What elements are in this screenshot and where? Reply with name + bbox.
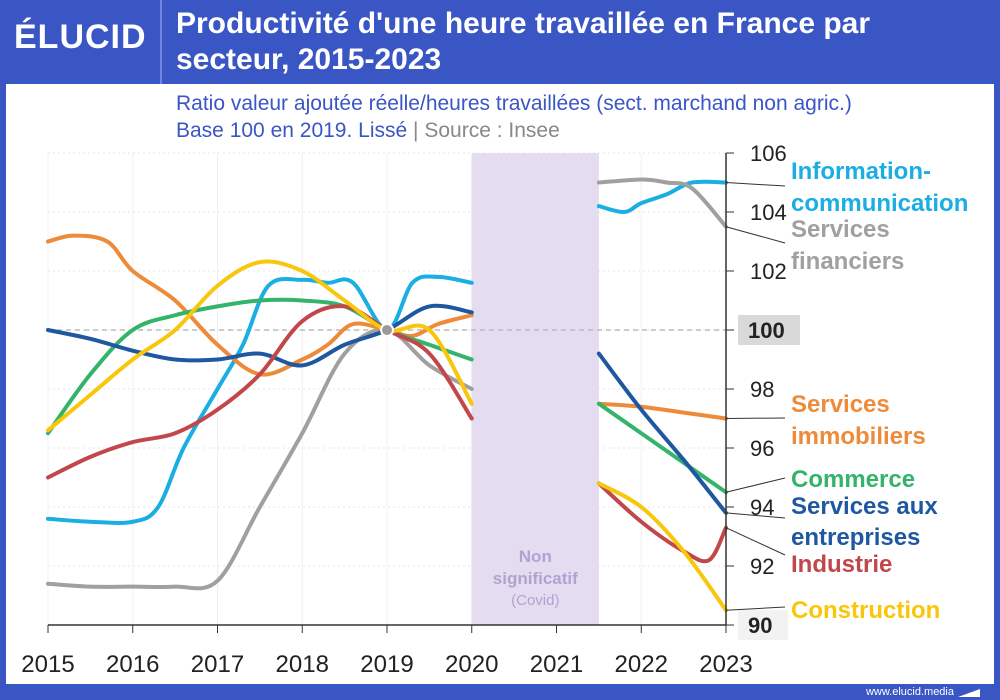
x-tick-label: 2020 (445, 651, 498, 678)
y-tick-100-highlight (738, 315, 800, 345)
series-label-services-immobiliers-line2: immobiliers (791, 423, 926, 450)
series-label-commerce-line1: Commerce (791, 466, 915, 493)
series-line-information-communication-segment-1 (46, 274, 474, 525)
series-line-information-communication-segment-2 (596, 179, 728, 215)
series-label-services-aux-entreprises-line1: Services aux (791, 493, 938, 520)
series-label-information-communication-line2: communication (791, 190, 968, 217)
y-tick-label: 90 (748, 613, 772, 638)
x-tick-label: 2021 (530, 651, 583, 678)
covid-label-line2: significatif (493, 569, 578, 588)
x-tick-label: 2023 (699, 651, 752, 678)
series-line-commerce-segment-2 (596, 401, 728, 495)
series-line-commerce-segment-1 (46, 297, 474, 436)
series-label-information-communication-line1: Information- (791, 158, 931, 185)
x-tick-label: 2022 (615, 651, 668, 678)
elucid-mark-icon (958, 689, 980, 697)
header-divider (160, 0, 162, 84)
series-line-construction-segment-1 (46, 259, 474, 433)
y-tick-90-highlight (738, 610, 788, 640)
chart-title-line1: Productivité d'une heure travaillée en F… (176, 7, 871, 40)
y-tick-label: 104 (750, 200, 787, 225)
leader-line-services-aux-entreprises (725, 512, 786, 519)
series-label-construction-line1: Construction (791, 597, 940, 624)
series-line-services-aux-entreprises-segment-2 (596, 351, 728, 515)
series-line-construction-segment-2 (596, 481, 728, 613)
leader-line-information-communication (725, 182, 786, 187)
series-line-services-immobiliers-segment-1 (46, 233, 474, 377)
series-label-services-financiers-line2: financiers (791, 248, 904, 275)
elucid-logo: ÉLUCID (14, 18, 147, 56)
series-line-services-aux-entreprises-segment-1 (46, 303, 474, 368)
covid-label-line1: Non (519, 547, 552, 566)
y-tick-label: 92 (750, 554, 774, 579)
chart-subtitle: Ratio valeur ajoutée réelle/heures trava… (176, 90, 852, 144)
subtitle-line1: Ratio valeur ajoutée réelle/heures trava… (176, 92, 852, 115)
x-tick-label: 2016 (106, 651, 159, 678)
series-line-industrie-segment-2 (596, 481, 728, 564)
footer-site[interactable]: www.elucid.media (865, 686, 954, 698)
y-tick-label: 96 (750, 436, 774, 461)
leader-line-construction (725, 606, 786, 611)
series-label-services-aux-entreprises-line2: entreprises (791, 524, 920, 551)
series-line-industrie-segment-1 (46, 304, 474, 480)
x-tick-label: 2019 (360, 651, 413, 678)
leader-line-industrie (725, 527, 786, 556)
header: ÉLUCID Productivité d'une heure travaill… (0, 0, 1000, 84)
series-label-services-immobiliers-line1: Services (791, 391, 890, 418)
leader-line-commerce (725, 477, 786, 493)
chart-title-line2: secteur, 2015-2023 (176, 43, 442, 76)
series-label-industrie-line1: Industrie (791, 551, 892, 578)
y-tick-label: 102 (750, 259, 787, 284)
base-point-2019 (380, 323, 394, 337)
series-label-services-financiers-line1: Services (791, 216, 890, 243)
series-line-services-immobiliers-segment-2 (596, 401, 728, 421)
y-tick-label: 106 (750, 141, 787, 166)
leader-line-services-financiers (725, 226, 786, 244)
chart-title: Productivité d'une heure travaillée en F… (176, 6, 991, 78)
subtitle-line2: Base 100 en 2019. Lissé | Source : Insee (176, 117, 852, 144)
series-line-services-financiers-segment-2 (596, 177, 728, 229)
covid-label-line3: (Covid) (511, 592, 559, 609)
x-tick-label: 2015 (21, 651, 74, 678)
y-tick-label: 100 (748, 318, 785, 343)
subtitle-separator: | (413, 119, 419, 142)
subtitle-base: Base 100 en 2019. Lissé (176, 119, 408, 142)
leader-line-services-immobiliers (725, 417, 786, 419)
x-tick-label: 2018 (276, 651, 329, 678)
y-tick-label: 98 (750, 377, 774, 402)
x-tick-label: 2017 (191, 651, 244, 678)
subtitle-source: Source : Insee (424, 119, 560, 142)
covid-band (471, 153, 599, 625)
series-line-services-financiers-segment-1 (46, 327, 474, 591)
